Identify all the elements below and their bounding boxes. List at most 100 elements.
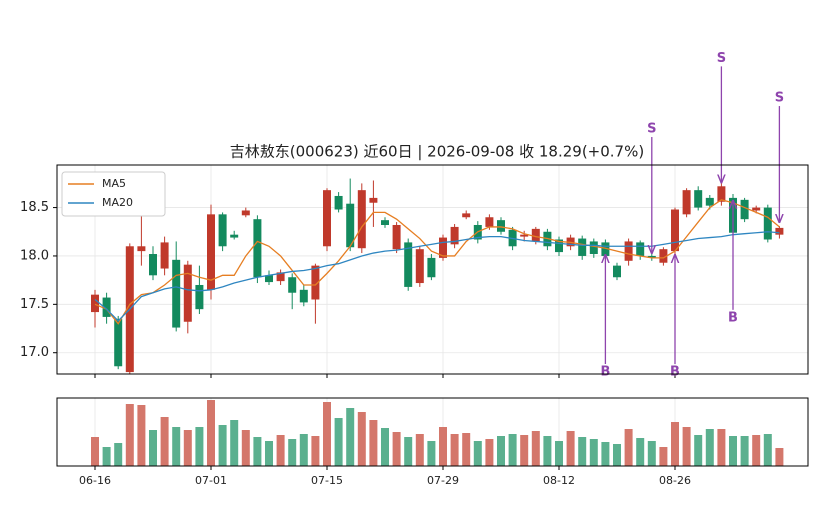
volume-bar [265,441,273,466]
main-frame [56,164,809,375]
candle-body [381,220,389,225]
x-tick-label: 08-12 [543,474,575,487]
candle-body [172,259,181,328]
volume-bar [102,447,111,466]
candle-body [207,214,215,290]
annotation-label: B [728,310,738,325]
volume-bar [439,427,447,466]
volume-bar [497,436,505,466]
legend-label: MA5 [102,177,126,190]
candle-body [357,190,366,249]
volume-bar [578,437,587,466]
candle-body [288,277,297,293]
candle-body [705,197,714,206]
volume-bar [207,400,215,466]
candle-body [613,265,621,278]
volume-bar [125,404,134,466]
candle-body [555,239,563,253]
volume-bar [613,444,621,466]
annotation-label: S [717,51,726,66]
candle-body [427,257,436,278]
candle-body [624,241,633,261]
volume-frame [56,397,809,467]
volume-bar [149,430,157,466]
volume-bar [381,428,389,466]
candle-body [241,210,250,216]
volume-bar [311,436,320,466]
volume-bar [253,437,262,466]
candle-body [763,207,772,240]
chart-title: 吉林敖东(000623) 近60日 | 2026-09-08 收 18.29(+… [230,143,644,161]
candle-body [694,190,703,208]
candle-body [531,228,540,242]
volume-bar [323,402,331,466]
volume-bar [566,431,575,466]
candle-body [462,213,471,218]
candle-body [415,249,424,284]
volume-bar [473,441,482,466]
candle-body [589,241,598,255]
annotation-label: S [647,122,656,137]
annotation-label: S [775,91,784,106]
candle-body [439,237,447,258]
volume-bar [369,420,378,466]
volume-bar [647,441,656,466]
volume-bar [404,437,413,466]
candle-body [265,275,273,283]
ma-line [94,231,780,322]
candle-body [253,219,262,278]
y-tick-label: 17.5 [20,297,49,312]
volume-bar [91,437,99,466]
volume-bar [717,429,726,466]
volume-bar [659,447,668,466]
volume-bar [671,422,679,466]
candle-body [647,255,656,258]
candle-body [183,264,192,322]
volume-bar [555,441,563,466]
candle-body [636,242,645,256]
candle-body [601,242,610,256]
candle-body [752,207,761,211]
volume-bar [601,442,610,466]
candle-body [450,226,459,245]
volume-bar [752,435,761,466]
candle-body [392,224,401,250]
candle-body [671,209,679,252]
y-tick-label: 18.5 [20,200,49,215]
x-tick-label: 07-15 [311,474,343,487]
candle-body [740,199,749,220]
volume-bar [589,439,598,466]
volume-bar [740,436,749,466]
volume-bar [520,435,529,466]
x-tick-label: 08-26 [659,474,691,487]
volume-bar [172,427,181,466]
volume-bar [334,418,343,466]
volume-bar [183,430,192,466]
volume-bar [137,405,146,466]
x-tick-label: 07-29 [427,474,459,487]
volume-bar [357,412,366,466]
legend-label: MA20 [102,196,133,209]
volume-bar [299,434,308,466]
x-tick-label: 06-16 [79,474,111,487]
x-tick-label: 07-01 [195,474,227,487]
candle-body [102,297,111,317]
volume-bar [682,427,691,466]
annotation-label: B [670,365,680,380]
volume-bar [531,431,540,466]
legend-box [61,171,166,217]
y-tick-label: 18.0 [20,248,49,263]
candle-body [578,238,587,256]
candle-body [346,203,355,248]
candle-body [195,284,204,310]
candle-body [682,190,691,215]
candle-body [717,186,726,202]
volume-bar [427,441,436,466]
candle-body [775,227,784,235]
volume-bar [241,430,250,466]
volume-bar [450,434,459,466]
candle-body [334,195,343,210]
candle-body [659,249,668,263]
volume-bar [636,438,645,466]
